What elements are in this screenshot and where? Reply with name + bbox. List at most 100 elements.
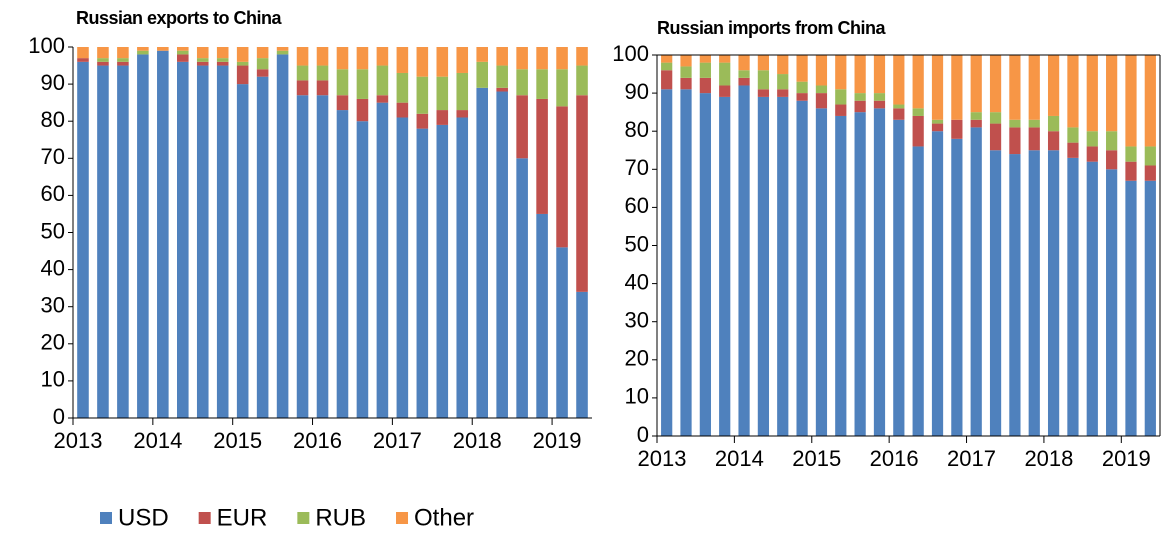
bar-segment <box>516 69 528 96</box>
bar-segment <box>256 58 269 70</box>
bar-segment <box>951 119 963 139</box>
bar-segment <box>97 61 109 66</box>
bar-segment <box>196 58 209 62</box>
bar-segment <box>854 100 866 113</box>
bar-segment <box>699 77 711 94</box>
bar-segment <box>835 104 847 116</box>
bar-segment <box>97 65 109 419</box>
bar-segment <box>1106 55 1118 132</box>
bar-segment <box>912 115 924 147</box>
bar-segment <box>1067 55 1079 128</box>
bar-segment <box>576 291 588 418</box>
legend-label: RUB <box>315 504 366 531</box>
bar-segment <box>376 102 389 419</box>
x-tick-label: 2014 <box>715 446 764 471</box>
bar-segment <box>835 89 847 105</box>
y-tick-label: 30 <box>625 308 649 333</box>
bar-segment <box>1067 142 1079 158</box>
bar-segment <box>1047 131 1060 151</box>
bar-segment <box>1106 169 1118 437</box>
bar-segment <box>1144 180 1156 436</box>
bar-segment <box>117 58 129 62</box>
bar-segment <box>336 110 349 418</box>
bar-segment <box>316 47 329 66</box>
bar-segment <box>516 95 528 159</box>
y-tick-label: 20 <box>625 346 649 371</box>
legend-label: USD <box>118 504 169 531</box>
bar-segment <box>236 61 249 66</box>
y-tick-label: 100 <box>28 33 65 58</box>
bar-segment <box>336 69 349 96</box>
bar-segment <box>196 61 209 66</box>
bar-segment <box>815 93 828 109</box>
bar-segment <box>556 69 568 107</box>
bar-segment <box>436 110 449 125</box>
bar-segment <box>699 62 711 78</box>
bar-segment <box>137 47 149 51</box>
bar-segment <box>436 124 449 418</box>
bar-segment <box>1067 157 1079 436</box>
bar-segment <box>137 50 149 55</box>
bar-segment <box>276 54 289 419</box>
bar-segment <box>516 47 528 70</box>
bar-segment <box>356 121 369 418</box>
y-tick-label: 90 <box>41 70 65 95</box>
bar-segment <box>796 81 808 94</box>
bar-segment <box>77 58 89 62</box>
bar-segment <box>854 112 866 437</box>
bar-segment <box>680 55 692 67</box>
bar-segment <box>873 100 886 109</box>
bar-segment <box>137 54 149 419</box>
bar-segment <box>276 50 289 55</box>
y-tick-label: 40 <box>625 269 649 294</box>
bar-segment <box>1047 115 1060 132</box>
bar-segment <box>661 89 673 436</box>
bar-segment <box>970 119 982 128</box>
bar-segment <box>738 70 750 78</box>
bar-segment <box>835 55 847 90</box>
bar-segment <box>815 108 828 436</box>
bar-segment <box>117 65 129 419</box>
bar-segment <box>476 47 489 62</box>
bar-segment <box>1028 127 1040 151</box>
bar-segment <box>777 74 789 90</box>
bar-segment <box>873 93 886 101</box>
bar-segment <box>873 108 886 436</box>
bar-segment <box>176 54 189 62</box>
bar-segment <box>256 76 269 419</box>
bar-segment <box>216 61 229 66</box>
bar-segment <box>873 55 886 94</box>
bar-segment <box>970 55 982 113</box>
bar-segment <box>356 69 369 99</box>
bar-segment <box>236 47 249 62</box>
x-tick-label: 2017 <box>373 428 422 453</box>
bar-segment <box>516 158 528 419</box>
bar-segment <box>719 62 731 86</box>
legend-label: EUR <box>217 504 268 531</box>
bar-segment <box>157 50 169 419</box>
bar-segment <box>931 119 944 124</box>
bar-segment <box>276 47 289 51</box>
bar-segment <box>336 47 349 70</box>
x-tick-label: 2013 <box>638 446 687 471</box>
bar-segment <box>719 55 731 63</box>
bar-segment <box>416 47 429 77</box>
bar-segment <box>1106 150 1118 170</box>
bar-segment <box>356 98 369 122</box>
bar-segment <box>97 58 109 62</box>
bar-segment <box>989 112 1002 124</box>
bar-segment <box>796 93 808 101</box>
bar-segment <box>296 65 309 81</box>
bar-segment <box>989 55 1002 113</box>
bar-segment <box>661 55 673 63</box>
x-tick-label: 2019 <box>1102 446 1151 471</box>
bar-segment <box>117 61 129 66</box>
bar-segment <box>1028 119 1040 128</box>
y-tick-label: 0 <box>637 422 649 447</box>
bar-segment <box>970 112 982 120</box>
x-tick-label: 2015 <box>213 428 262 453</box>
bar-segment <box>1067 127 1079 143</box>
bar-segment <box>1086 131 1098 147</box>
bar-segment <box>456 72 469 111</box>
